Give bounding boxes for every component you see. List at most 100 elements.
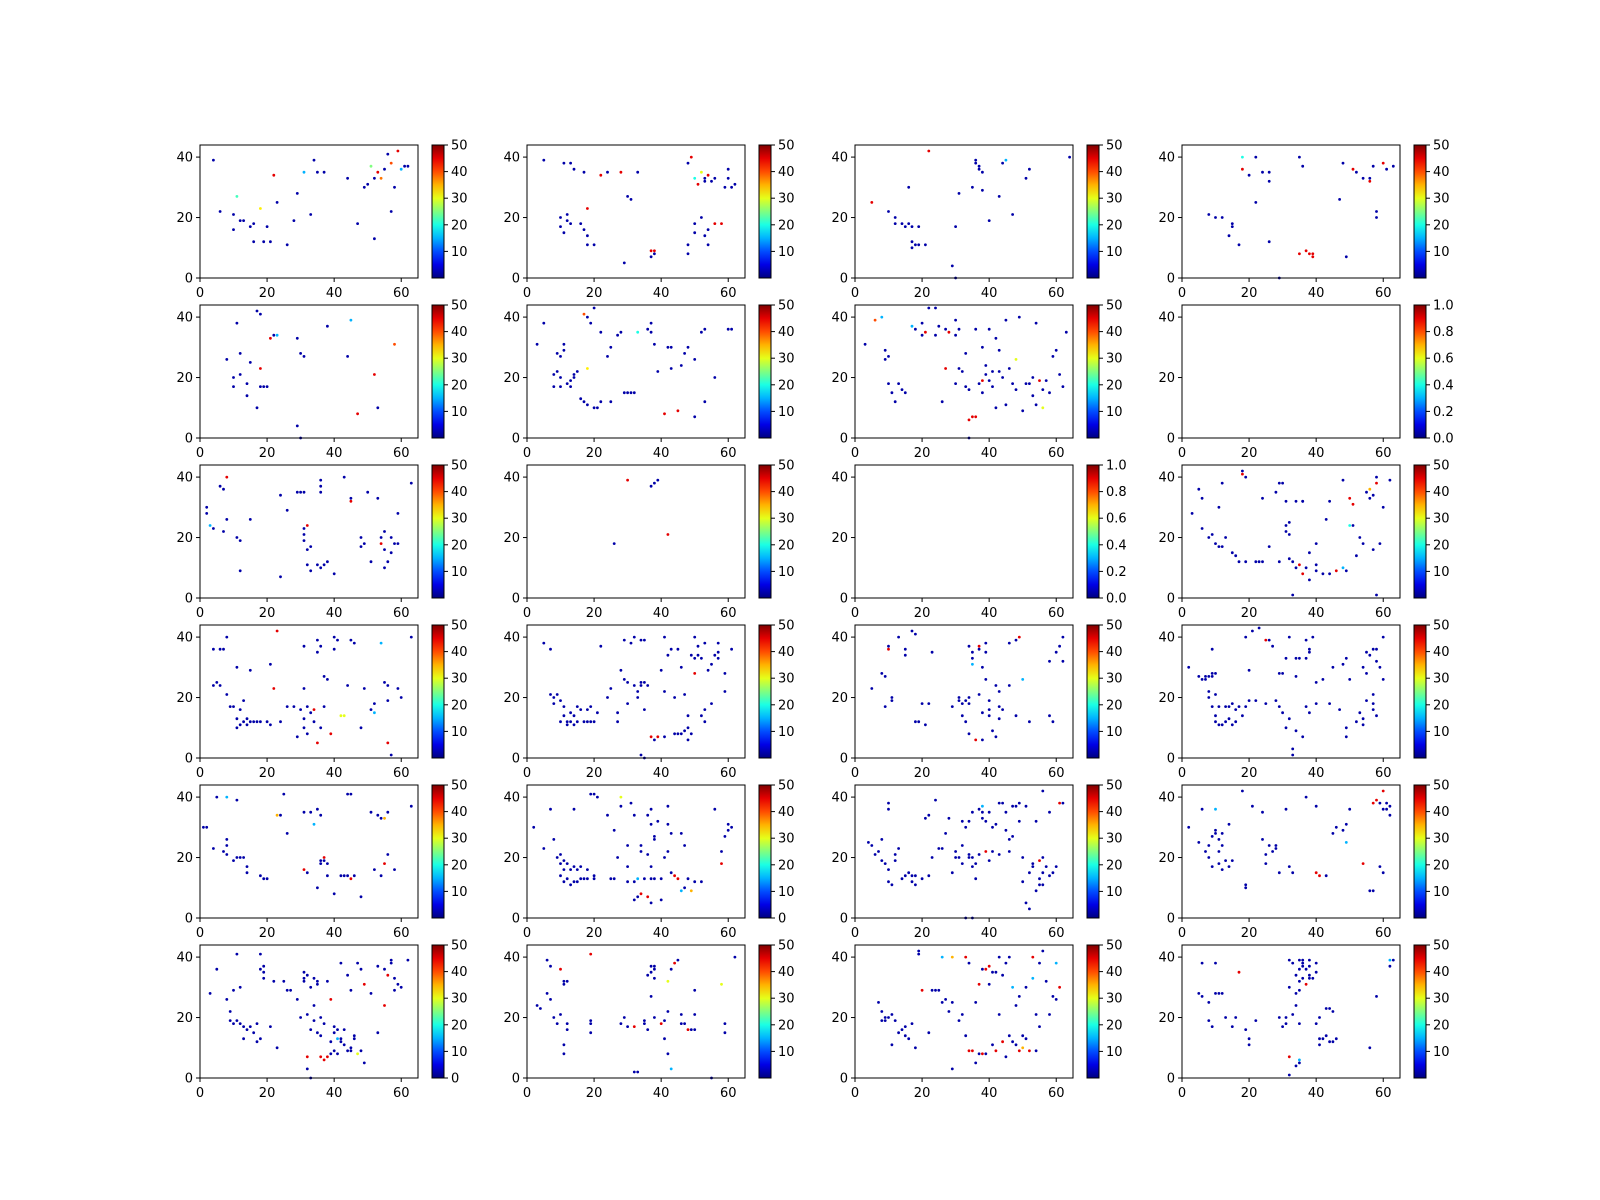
scatter-point [987, 219, 991, 223]
scatter-point [1021, 1046, 1025, 1050]
colorbar [1414, 785, 1426, 918]
scatter-point [1001, 973, 1004, 977]
scatter-point [565, 213, 569, 216]
scatter-point [1304, 795, 1308, 799]
scatter-point [596, 406, 599, 410]
scatter-point [565, 219, 569, 223]
colorbar-tick-label: 50 [1106, 139, 1123, 154]
scatter-point [646, 813, 650, 817]
colorbar-tick-label: 30 [451, 832, 468, 847]
x-tick-label: 40 [981, 286, 998, 301]
scatter-point [726, 828, 730, 832]
scatter-point [242, 1037, 246, 1041]
colorbar-tick-label: 30 [778, 192, 795, 207]
scatter-point [1375, 475, 1378, 479]
scatter-point [299, 708, 302, 711]
scatter-point [987, 699, 991, 702]
scatter-point [1217, 992, 1221, 995]
scatter-point [991, 850, 994, 853]
scatter-point [646, 895, 650, 899]
scatter-point [218, 647, 222, 651]
scatter-point [1044, 865, 1048, 868]
scatter-point [565, 720, 569, 724]
scatter-point [559, 225, 562, 229]
scatter-point [1348, 496, 1352, 500]
scatter-point [619, 1022, 623, 1025]
colorbar-tick-label: 0 [778, 912, 786, 927]
scatter-point [710, 702, 713, 705]
scatter-point [703, 641, 707, 645]
scatter-point [238, 723, 242, 727]
scatter-point [1254, 155, 1258, 159]
scatter-point [232, 376, 235, 379]
scatter-point [212, 684, 215, 687]
scatter-point [1204, 675, 1207, 678]
colorbar-frame [1086, 144, 1100, 279]
scatter-point [964, 720, 968, 724]
scatter-point [555, 693, 559, 696]
y-tick-label: 0 [1167, 592, 1175, 607]
x-tick-label: 60 [1048, 926, 1065, 941]
scatter-point [1324, 1034, 1328, 1038]
colorbar-tick-label: 10 [778, 245, 795, 260]
x-tick-label: 0 [851, 286, 859, 301]
scatter-point [1230, 222, 1234, 226]
scatter-point [1207, 213, 1211, 216]
scatter-point [279, 720, 282, 724]
colorbar-tick-label: 30 [1106, 992, 1123, 1007]
scatter-point [1061, 635, 1065, 639]
scatter-point [356, 222, 359, 226]
scatter-point [302, 717, 306, 721]
x-tick-label: 60 [1048, 1086, 1065, 1101]
scatter-point [957, 367, 961, 370]
scatter-point [977, 982, 981, 986]
scatter-point [629, 198, 633, 201]
scatter-point [880, 1019, 884, 1022]
scatter-point [1207, 536, 1211, 539]
scatter-point [977, 1052, 981, 1056]
scatter-point [669, 647, 673, 651]
scatter-point [305, 1067, 309, 1071]
scatter-point [649, 321, 653, 325]
scatter-point [319, 478, 323, 482]
colorbar-tick-label: 0.6 [1433, 352, 1454, 367]
scatter-point [346, 355, 349, 358]
scatter-point [1064, 330, 1068, 334]
scatter-point [232, 213, 235, 216]
scatter-point [1281, 481, 1284, 485]
scatter-point [389, 753, 393, 757]
scatter-point [950, 955, 954, 959]
scatter-point [991, 729, 994, 733]
scatter-point [309, 569, 313, 573]
scatter-point [245, 871, 249, 875]
scatter-point [1048, 1013, 1051, 1016]
colorbar-tick-label: 30 [1433, 192, 1450, 207]
scatter-point [877, 1001, 880, 1004]
scatter-point [950, 264, 954, 268]
scatter-point [1200, 807, 1204, 811]
colorbar-tick-label: 40 [778, 805, 795, 820]
scatter-point [1321, 678, 1325, 681]
colorbar-tick-label: 10 [1106, 1045, 1123, 1060]
scatter-point [396, 512, 400, 515]
scatter-point [629, 641, 633, 645]
colorbar-tick-label: 10 [778, 405, 795, 420]
scatter-point [1361, 862, 1365, 865]
scatter-point [971, 415, 974, 419]
scatter-point [997, 370, 1001, 373]
scatter-point [887, 644, 890, 648]
scatter-point [1038, 877, 1041, 881]
scatter-point [559, 699, 562, 702]
scatter-point [1311, 976, 1315, 980]
scatter-point [1224, 859, 1227, 862]
scatter-point [1378, 801, 1382, 805]
scatter-point [562, 714, 566, 718]
scatter-point [974, 738, 978, 742]
colorbar-tick-label: 20 [451, 218, 468, 233]
scatter-point [1328, 1040, 1331, 1044]
scatter-point [349, 792, 353, 796]
scatter-point [1298, 958, 1301, 962]
x-tick-label: 0 [196, 286, 204, 301]
